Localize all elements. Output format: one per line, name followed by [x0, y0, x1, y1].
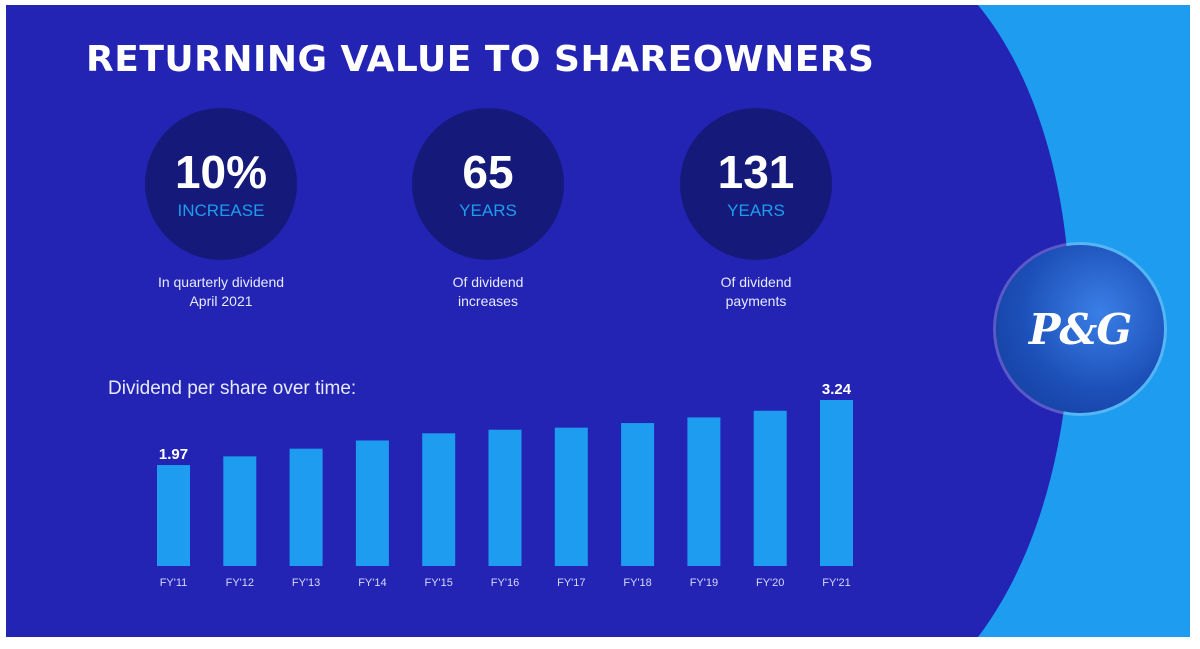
stat-dividend-increase: 10% INCREASE In quarterly dividend April… [91, 108, 351, 311]
stat-value: 65 [462, 146, 514, 198]
x-tick-label: FY'15 [424, 577, 452, 589]
bar-FY'13 [289, 448, 323, 566]
x-tick-label: FY'20 [756, 577, 784, 589]
stat-caption-line: Of dividend [452, 274, 524, 290]
stat-caption: Of dividend increases [403, 273, 573, 311]
slide: RETURNING VALUE TO SHAREOWNERS 10% INCRE… [6, 5, 1190, 637]
stat-caption: Of dividend payments [671, 273, 841, 311]
stat-caption-line: April 2021 [189, 293, 253, 309]
stat-circle: 10% INCREASE [145, 108, 297, 260]
stat-years-increases: 65 YEARS Of dividend increases [358, 108, 618, 311]
stat-circle: 131 YEARS [680, 108, 832, 260]
stat-caption-line: payments [725, 293, 787, 309]
stat-caption: In quarterly dividend April 2021 [136, 273, 306, 311]
x-tick-label: FY'12 [226, 577, 254, 589]
bar-FY'14 [355, 440, 389, 566]
bar-FY'11 [157, 465, 190, 566]
data-label: 1.97 [159, 446, 188, 463]
bar-FY'17 [554, 427, 588, 566]
data-label: 3.24 [822, 381, 852, 398]
x-tick-label: FY'17 [557, 577, 585, 589]
stat-caption-line: Of dividend [720, 274, 792, 290]
bar-FY'20 [753, 410, 787, 566]
x-tick-label: FY'18 [623, 577, 651, 589]
bar-FY'15 [422, 433, 456, 566]
stat-years-payments: 131 YEARS Of dividend payments [626, 108, 886, 311]
stat-value: 131 [717, 146, 795, 198]
bar-FY'21 [820, 400, 853, 566]
bar-FY'12 [223, 456, 257, 566]
pg-logo-text: P&G [1028, 304, 1132, 354]
stat-unit: YEARS [727, 201, 785, 220]
x-tick-label: FY'14 [358, 577, 386, 589]
stat-unit: YEARS [459, 201, 517, 220]
x-tick-label: FY'21 [822, 577, 850, 589]
pg-logo: P&G [996, 245, 1164, 413]
stat-value: 10% [174, 146, 268, 198]
bar-FY'18 [621, 423, 655, 566]
x-tick-label: FY'13 [292, 577, 320, 589]
bar-FY'16 [488, 429, 522, 566]
stat-unit: INCREASE [177, 201, 265, 220]
bar-FY'19 [687, 417, 721, 566]
stat-circle: 65 YEARS [412, 108, 564, 260]
stat-caption-line: increases [458, 293, 518, 309]
dividend-bar-chart: FY'11 1.97 FY'12 FY'13 FY'14 FY'15 FY'16 FY'17 F… [157, 381, 853, 589]
x-tick-label: FY'16 [491, 577, 519, 589]
stat-caption-line: In quarterly dividend [157, 274, 285, 290]
chart-title: Dividend per share over time: [108, 378, 357, 399]
x-tick-label: FY'19 [690, 577, 718, 589]
x-tick-label: FY'11 [160, 577, 188, 589]
slide-title: RETURNING VALUE TO SHAREOWNERS [86, 39, 875, 80]
